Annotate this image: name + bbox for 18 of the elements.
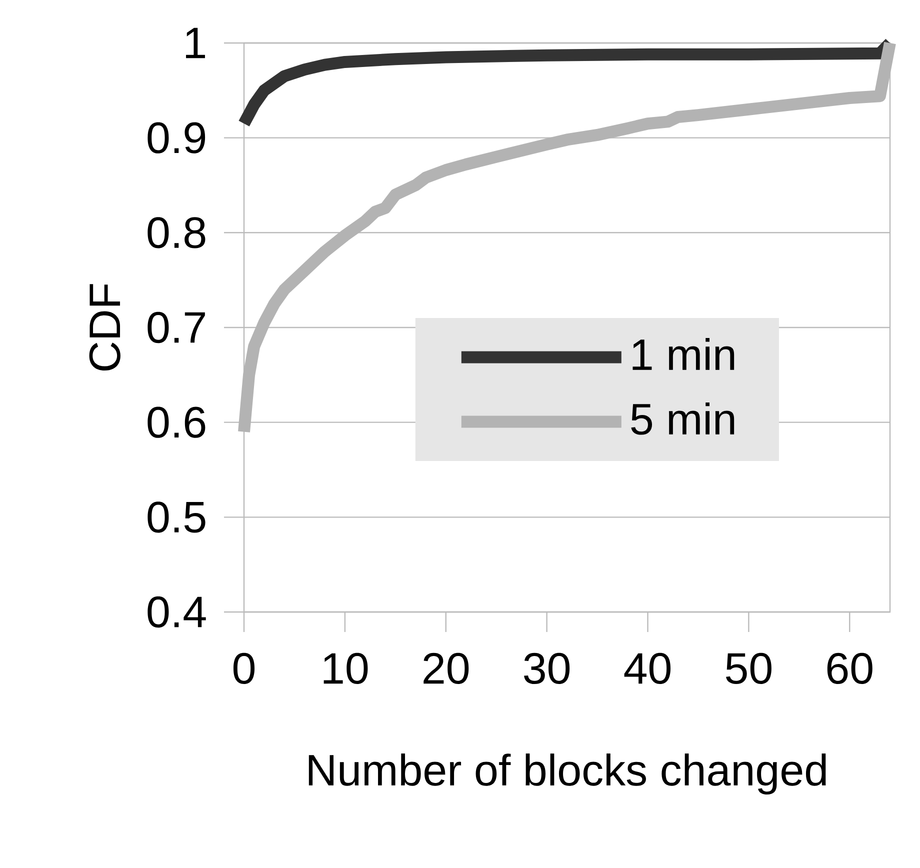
x-tick-label: 50 (726, 652, 772, 684)
y-tick-label: 0.5 (148, 502, 206, 533)
y-axis-title: CDF (89, 284, 120, 370)
legend-label: 1 min (632, 338, 734, 370)
y-tick-label: 0.6 (148, 406, 206, 438)
y-tick-label: 0.4 (148, 596, 206, 628)
x-tick-label: 60 (827, 652, 872, 684)
x-tick-label: 30 (524, 652, 570, 684)
x-tick-label: 10 (324, 652, 368, 684)
x-axis-title: Number of blocks changed (308, 754, 826, 795)
y-tick-label: 1 (186, 28, 205, 58)
x-tick-label: 0 (233, 652, 255, 684)
x-tick-label: 20 (424, 652, 469, 684)
y-tick-label: 0.7 (148, 312, 205, 344)
y-tick-label: 0.8 (148, 217, 206, 248)
legend-label: 5 min (631, 402, 734, 435)
y-tick-label: 0.9 (148, 122, 206, 154)
x-tick-label: 40 (624, 652, 670, 684)
